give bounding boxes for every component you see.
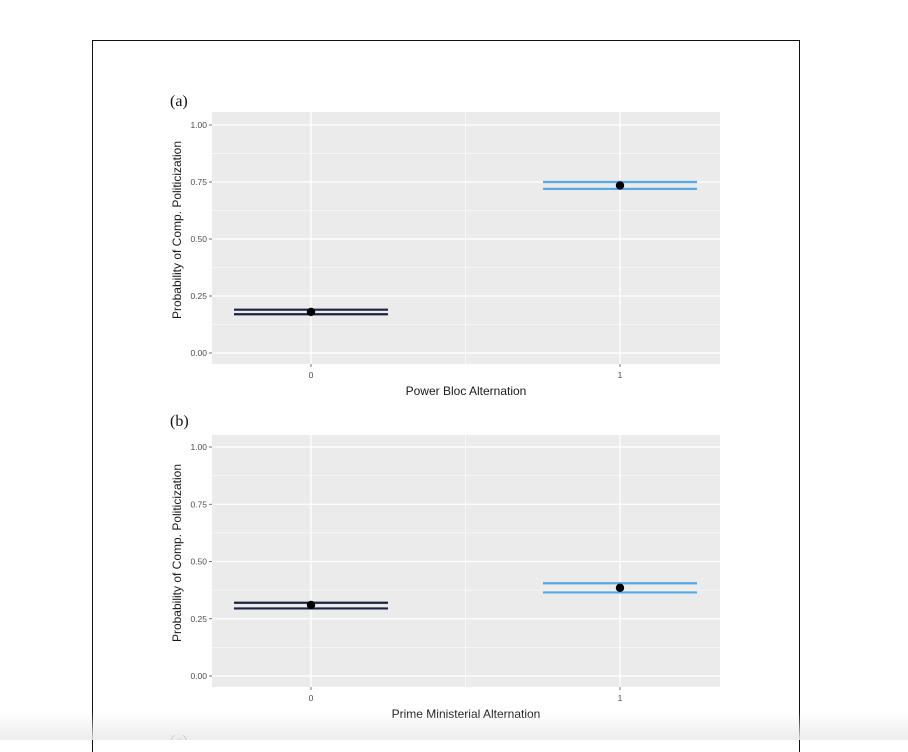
- x-tick-label: 1: [618, 370, 623, 380]
- panel-label: (a): [170, 93, 188, 110]
- x-tick-label: 0: [309, 693, 314, 703]
- x-tick-label: 1: [618, 693, 623, 703]
- y-axis-title: Probability of Comp. Politicization: [170, 464, 184, 642]
- y-tick-label: 0.25: [190, 614, 207, 624]
- panel-label: (b): [170, 413, 189, 430]
- y-tick-label: 0.50: [190, 234, 207, 244]
- data-point: [615, 181, 625, 190]
- y-tick-label: 0.25: [190, 291, 207, 301]
- y-tick-label: 0.50: [190, 557, 207, 567]
- x-axis-title: Power Bloc Alternation: [406, 384, 527, 398]
- chart-panel-a: (a) 0.00 0.25 0.50 0.75 1.00 0 1 Power Bloc Alte…: [170, 93, 720, 398]
- x-tick-label: 0: [309, 370, 314, 380]
- data-point: [306, 600, 316, 610]
- data-point: [615, 583, 625, 593]
- y-tick-label: 0.75: [190, 177, 207, 187]
- data-point: [306, 307, 316, 317]
- chart-panel-b: (b)0.000.250.500.751.0001Prime Ministeri…: [170, 413, 720, 721]
- y-tick-label: 0.75: [190, 499, 207, 509]
- y-tick-label: 1.00: [190, 442, 207, 452]
- y-tick-label: 0.00: [190, 671, 207, 681]
- bottom-fade: [0, 712, 908, 740]
- y-axis-title: Probability of Comp. Politicization: [170, 141, 184, 319]
- plot-background: [212, 112, 720, 364]
- y-tick-label: 0.00: [190, 348, 207, 358]
- y-tick-label: 1.00: [190, 120, 207, 130]
